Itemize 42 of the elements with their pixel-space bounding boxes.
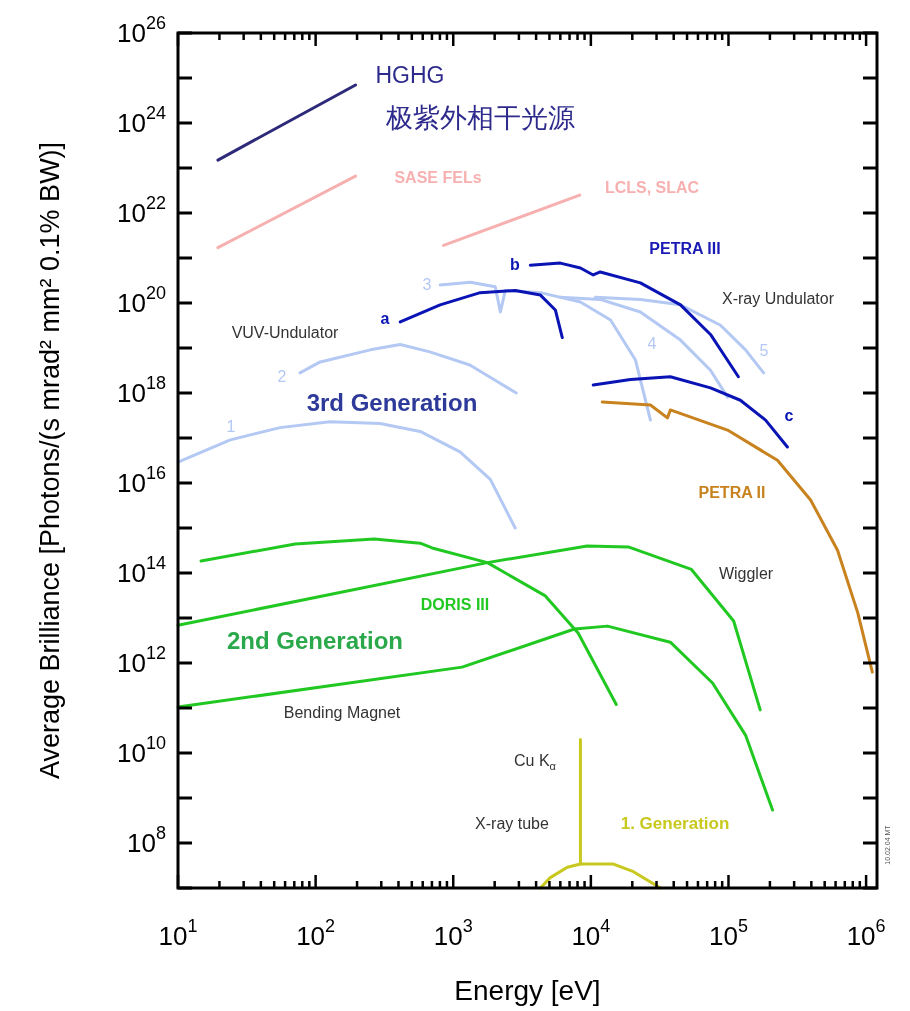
- series-label: b: [510, 255, 521, 273]
- x-tick-label: 10$^{2}$: [296, 916, 336, 951]
- annotation: DORIS III: [420, 595, 490, 613]
- annotation: X-ray tube: [475, 814, 550, 832]
- annotation: X-ray Undulator: [721, 289, 835, 307]
- x-tick-label: 10$^{3}$: [433, 916, 473, 951]
- y-tick-label: 10$^{20}$: [117, 283, 166, 318]
- series-label: 1: [226, 417, 236, 435]
- y-tick-label: 10$^{16}$: [117, 463, 166, 498]
- annotation: VUV-Undulator: [231, 323, 340, 341]
- y-tick-label: 10$^{12}$: [117, 643, 166, 678]
- annotation: Bending Magnet: [283, 703, 401, 721]
- y-tick-label: 10$^{22}$: [117, 193, 166, 228]
- annotation: PETRA III: [649, 239, 721, 257]
- series-label: c: [784, 406, 794, 424]
- series-label: 5: [759, 341, 769, 359]
- y-tick-label: 10$^{24}$: [117, 103, 166, 138]
- annotation: 3rd Generation: [306, 388, 478, 416]
- series-label: LCLS, SLAC: [604, 178, 700, 196]
- y-tick-label: 10$^{18}$: [117, 373, 166, 408]
- x-tick-label: 10$^{1}$: [158, 916, 198, 951]
- series-label: 4: [647, 334, 657, 352]
- y-tick-label: 10$^{8}$: [127, 823, 166, 858]
- x-tick-label: 10$^{6}$: [846, 916, 886, 951]
- annotation: 极紫外相干光源: [384, 103, 575, 133]
- x-tick-label: 10$^{4}$: [571, 916, 611, 951]
- annotation: 1. Generation: [620, 813, 730, 833]
- series-label: HGHG: [375, 62, 445, 88]
- series-label: 2: [277, 367, 287, 385]
- series-label: PETRA II: [698, 483, 766, 501]
- y-tick-label: 10$^{26}$: [117, 13, 166, 48]
- x-tick-label: 10$^{5}$: [709, 916, 748, 951]
- series-label: 3: [422, 275, 432, 293]
- x-axis-title: Energy [eV]: [454, 974, 601, 1006]
- annotation: Cu K$_{α}$: [514, 751, 557, 772]
- annotation: 2nd Generation: [226, 626, 404, 654]
- y-axis-title: Average Brilliance [Photons/(s mrad² mm² 0.1% BW)]: [35, 141, 65, 780]
- series-label: a: [380, 309, 390, 327]
- annotation: Wiggler: [718, 564, 774, 582]
- text: SASE FELs: [394, 168, 482, 186]
- y-tick-label: 10$^{10}$: [117, 733, 166, 768]
- y-tick-label: 10$^{14}$: [117, 553, 166, 588]
